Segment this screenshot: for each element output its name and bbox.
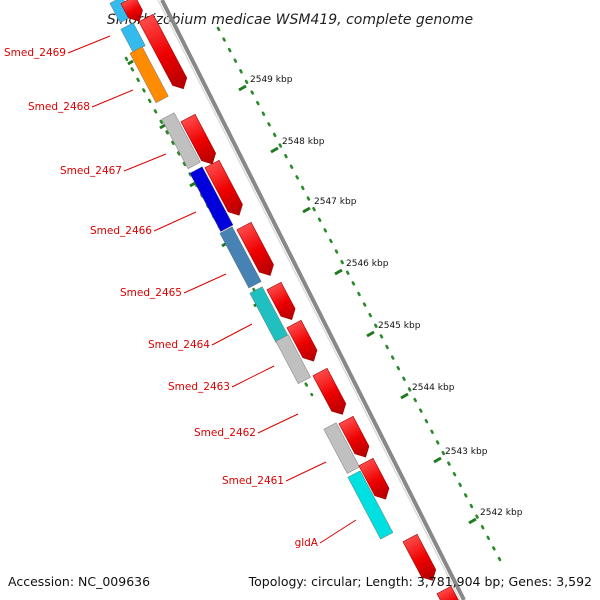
gene-leader-line (67, 35, 111, 54)
ruler-tick (238, 84, 247, 92)
ruler-tick (366, 330, 375, 338)
cog-block (129, 46, 169, 104)
gene-leader-line (285, 461, 327, 482)
ruler-label: 2546 kbp (346, 259, 389, 269)
gene-arrow (402, 533, 437, 581)
leader-lines (67, 35, 357, 544)
gene-arrows (120, 0, 462, 600)
ruler-label: 2545 kbp (378, 321, 421, 331)
gene-label: Smed_2464 (148, 339, 210, 351)
cog-blocks (109, 0, 394, 540)
gene-leader-line (211, 323, 253, 346)
ruler-label: 2549 kbp (250, 75, 293, 85)
gene-arrow (312, 367, 347, 415)
gene-arrow (236, 221, 274, 276)
gene-leader-line (231, 365, 275, 388)
gene-arrow (266, 281, 296, 320)
gene-label: Smed_2466 (90, 225, 152, 237)
gene-leader-line (123, 153, 167, 172)
gene-label: Smed_2467 (60, 165, 122, 177)
backbone-line-inner (157, 0, 461, 600)
ruler-label: 2547 kbp (314, 197, 357, 207)
gene-label: Smed_2465 (120, 287, 182, 299)
gene-arrow (338, 415, 370, 458)
gene-arrow (120, 0, 143, 22)
ruler-label: 2543 kbp (445, 447, 488, 457)
gene-leader-line (319, 519, 357, 544)
gene-arrow (204, 159, 243, 216)
gene-arrow (436, 585, 462, 600)
ruler-tick (270, 146, 279, 154)
gene-arrow (138, 13, 188, 90)
gene-leader-line (91, 89, 134, 108)
cog-block (323, 422, 360, 474)
cog-block (189, 166, 234, 232)
backbone-line-outer (160, 0, 466, 600)
cog-block (347, 470, 394, 540)
gene-label: Smed_2468 (28, 101, 90, 113)
accession-text: Accession: NC_009636 (8, 574, 150, 589)
cog-ring-tick (189, 181, 196, 188)
ruler-tick (468, 517, 477, 525)
gene-label: gldA (295, 537, 319, 549)
gene-arrow (286, 319, 318, 362)
gene-arrow (358, 457, 390, 500)
ruler-tick (334, 268, 343, 276)
cog-block (161, 112, 201, 170)
map-title: Sinorhizobium medicae WSM419, complete g… (107, 12, 473, 28)
gene-label: Smed_2462 (194, 427, 256, 439)
gene-leader-line (257, 413, 299, 434)
ruler-ring (216, 26, 502, 562)
ruler-label: 2542 kbp (480, 508, 523, 518)
gene-leader-line (153, 211, 197, 232)
gene-label: Smed_2461 (222, 475, 284, 487)
gene-leader-line (183, 273, 227, 294)
gene-labels: Smed_2469 Smed_2468 Smed_2467 Smed_2466 Smed… (4, 47, 319, 549)
cog-ring-tick (127, 59, 134, 66)
cog-block (275, 334, 311, 384)
topology-text: Topology: circular; Length: 3,781,904 bp… (248, 574, 592, 589)
ruler-label: 2548 kbp (282, 137, 325, 147)
ruler-labels: 2549 kbp 2548 kbp 2547 kbp 2546 kbp 2545 kbp… (250, 75, 523, 518)
ruler-tick (433, 456, 442, 464)
gene-label: Smed_2463 (168, 381, 230, 393)
gene-label: Smed_2469 (4, 47, 66, 59)
cog-ring-tick (159, 123, 166, 130)
ruler-label: 2544 kbp (412, 383, 455, 393)
ruler-tick (302, 206, 311, 214)
ruler-tick (400, 392, 409, 400)
gene-arrow (180, 113, 216, 165)
cog-block (219, 226, 262, 289)
